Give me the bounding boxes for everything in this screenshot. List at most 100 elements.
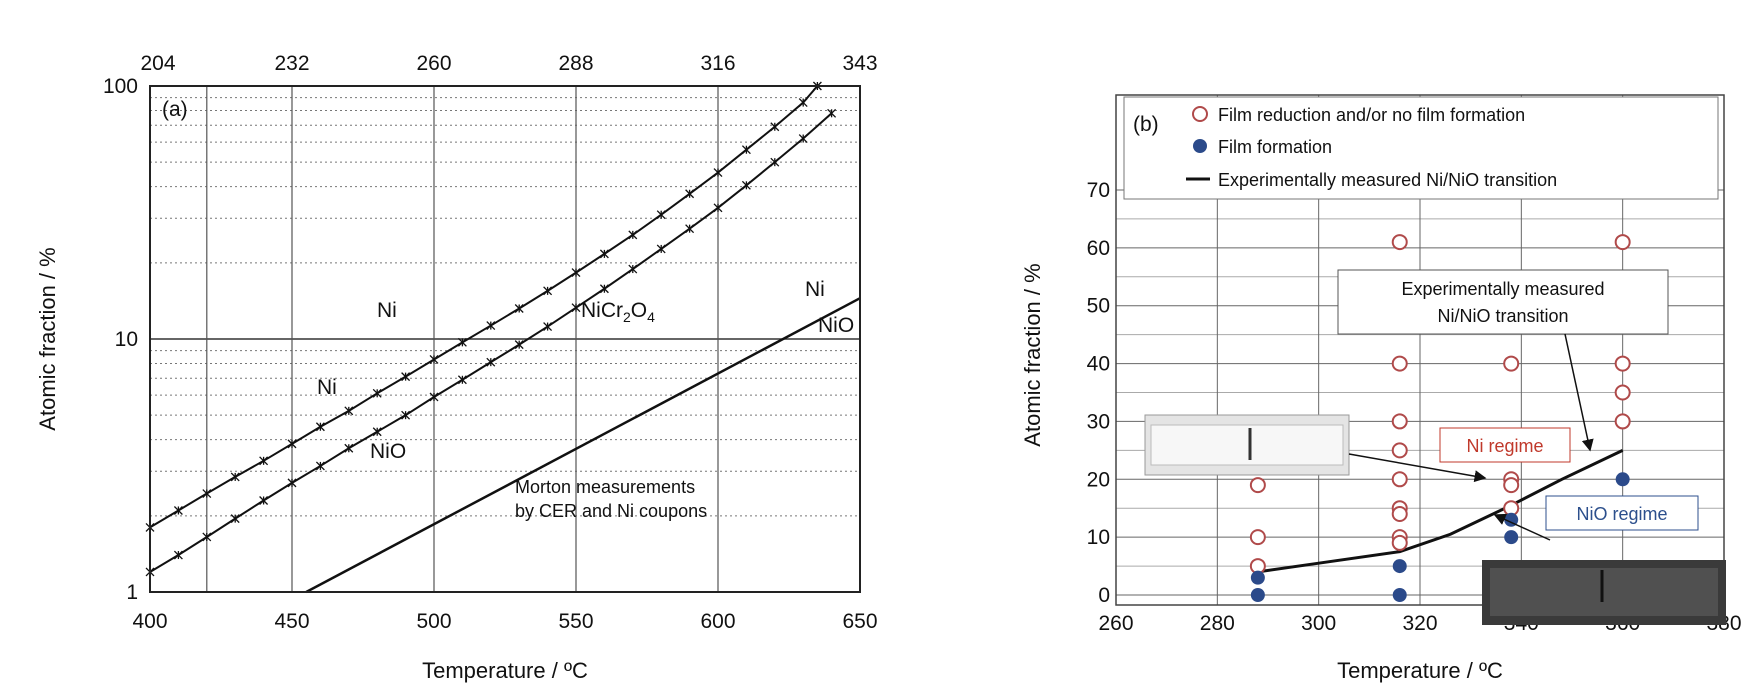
series-1-point [656,244,666,254]
transition-callout-box [1337,269,1669,335]
annotation-nio-right: NiO [818,314,854,337]
y-tick-label: 60 [1087,237,1110,260]
panel-b-x-axis-label: Temperature / ºC [1337,658,1503,683]
series-1-point [173,550,183,560]
x-top-tick-label: 288 [558,52,593,75]
x-top-tick-label: 232 [274,52,309,75]
series-1-point [770,157,780,167]
nio-coupon-arrow [1493,513,1551,541]
series-1-point [429,392,439,402]
panel-a-y-axis-label: Atomic fraction / % [35,247,60,430]
filled-point [1250,588,1265,602]
legend-open-label: Film reduction and/or no film formation [1218,105,1525,125]
series-1-point [571,303,581,313]
filled-point [1615,472,1630,487]
series-0-point [344,406,354,416]
plot-a-x-top-ticks: 204 232 260 288 316 343 [140,52,877,75]
ni-coupon-photo [1144,414,1350,476]
plot-b-y-ticks: 0 10 20 30 40 50 60 70 [1087,179,1110,607]
ni-coupon-arrow [1348,453,1487,483]
series-1-point [372,427,382,437]
y-tick-label: 30 [1087,410,1110,433]
plot-b-frame [1115,94,1725,606]
y-tick-label: 1 [126,581,138,604]
plot-a-y-ticks: 1 10 100 [103,75,138,604]
y-tick-label: 10 [115,328,138,351]
series-1-point [685,224,695,234]
series-1-point [287,478,297,488]
series-0-point [543,286,553,296]
filled-point [1504,530,1519,545]
series-1-point [543,322,553,332]
series-1-point [827,108,837,118]
panel-a-label: (a) [162,98,188,121]
series-0-point [713,168,723,177]
series-0-point [685,189,695,199]
series-1-point [741,180,751,190]
nio-coupon-photo [1482,560,1726,625]
series-1-point [457,375,467,385]
open-point [1614,413,1631,430]
open-point [1614,384,1631,401]
open-point [1391,234,1408,251]
series-0-point [259,456,269,466]
series-0-point [571,268,581,278]
x-top-tick-label: 316 [700,52,735,75]
series-0-point [486,321,496,331]
y-tick-label: 70 [1087,179,1110,202]
series-0-point [372,388,382,398]
series-0-point [656,210,666,220]
x-tick-label: 320 [1402,612,1437,635]
open-point [1249,529,1266,546]
series-line-2 [305,297,861,594]
series-0-point [599,249,609,259]
y-tick-label: 20 [1087,468,1110,491]
series-0-point [230,472,240,482]
transition-line [1257,449,1624,574]
series-1-point [514,340,524,350]
x-top-tick-label: 260 [416,52,451,75]
plot-a-grid [150,86,860,592]
series-0-point [514,304,524,313]
open-point [1391,534,1408,551]
y-tick-label: 40 [1087,353,1110,376]
nio-regime-label: NiO regime [1576,504,1667,524]
x-tick-label: 400 [132,610,167,633]
open-point [1391,413,1408,430]
annotation-ni-right: Ni [805,278,825,301]
series-1-point [315,461,325,471]
ni-regime-label: Ni regime [1466,436,1543,456]
panel-a: 400 450 500 550 600 650 204 232 260 288 316 343 11… [35,52,878,683]
series-1-point [628,264,638,274]
callout-arrow [1564,333,1594,452]
series-0-point [429,355,439,364]
x-top-tick-label: 343 [842,52,877,75]
x-tick-label: 280 [1200,612,1235,635]
open-point [1391,471,1408,488]
annotation-nicr2o4: NiCr2O4 [581,299,655,325]
legend-line-label: Experimentally measured Ni/NiO transitio… [1218,170,1557,190]
legend-open-marker [1192,106,1208,122]
transition-callout-line1: Experimentally measured [1401,279,1604,299]
series-0-point [401,372,411,382]
series-0-point [741,145,751,155]
open-point [1503,355,1520,372]
ni-regime-box [1439,427,1571,463]
x-tick-label: 550 [558,610,593,633]
panel-b-y-axis-label: Atomic fraction / % [1020,263,1045,446]
x-top-tick-label: 204 [140,52,175,75]
series-1-point [713,203,723,213]
x-tick-label: 500 [416,610,451,633]
series-1-point [798,134,808,143]
plot-a-x-ticks: 400 450 500 550 600 650 [132,610,877,633]
open-point [1614,234,1631,251]
x-tick-label: 260 [1098,612,1133,635]
x-tick-label: 450 [274,610,309,633]
y-tick-label: 0 [1098,584,1110,607]
series-1-point [401,410,411,420]
series-1-point [202,532,212,542]
x-tick-label: 650 [842,610,877,633]
open-point [1249,477,1266,494]
series-0-point [798,98,808,108]
